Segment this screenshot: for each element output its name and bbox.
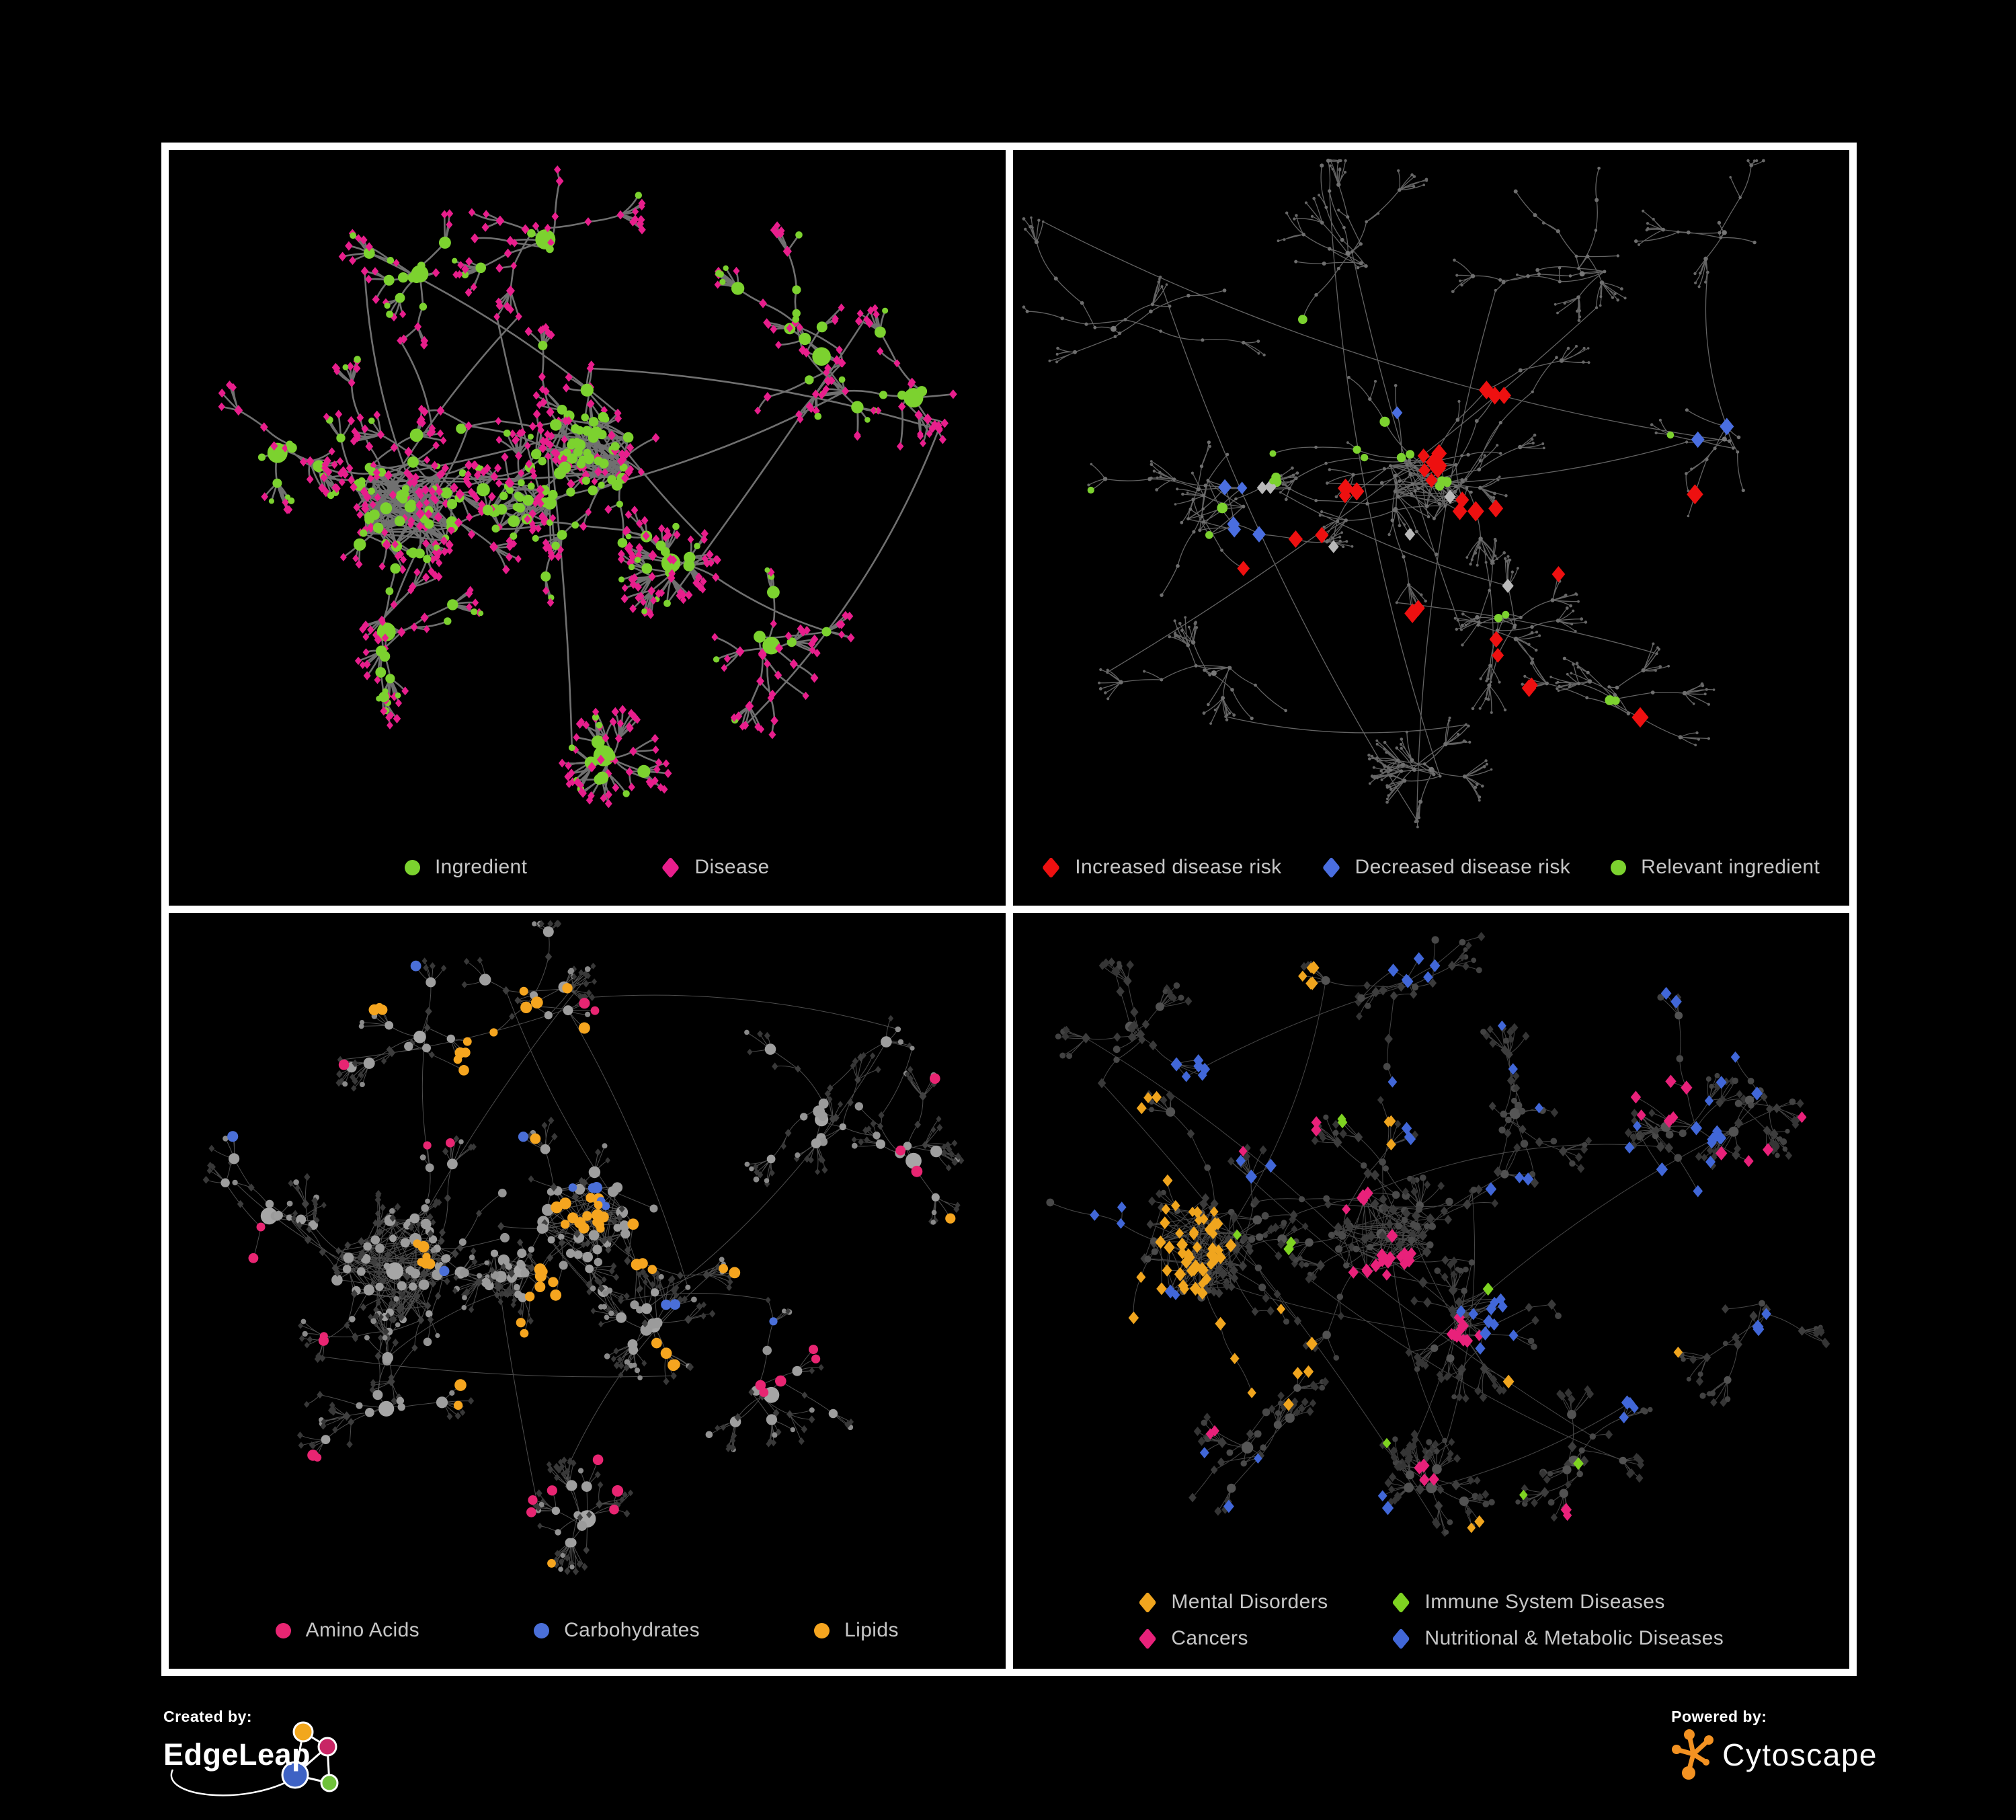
legend-label: Ingredient [434, 856, 528, 878]
disease-risk-network-canvas [1013, 150, 1850, 906]
amino-acids-marker-icon [275, 1622, 291, 1638]
macronutrients-legend: Amino Acids Carbohydrates Lipids [169, 1619, 1006, 1642]
legend-item: Relevant ingredient [1611, 856, 1820, 879]
created-by-label: Created by: [163, 1708, 253, 1725]
edgeleap-node-blue [281, 1761, 309, 1789]
panel-disease-risk: Increased disease risk Decreased disease… [1012, 150, 1850, 906]
legend-label: Mental Disorders [1171, 1591, 1328, 1613]
nutritional-metabolic-diseases-marker-icon [1392, 1627, 1410, 1650]
cancers-marker-icon [1138, 1627, 1157, 1650]
legend-label: Immune System Diseases [1424, 1591, 1665, 1613]
cytoscape-logo-nodes [1672, 1729, 1714, 1780]
legend-item: Amino Acids [275, 1619, 420, 1642]
legend-item: Cancers [1138, 1627, 1328, 1650]
edgeleap-node-magenta [317, 1737, 337, 1757]
legend-label: Lipids [844, 1619, 899, 1641]
legend-item: Ingredient [404, 856, 528, 879]
panel-disease-categories: Mental Disorders Immune System Diseases … [1012, 913, 1850, 1669]
decreased-risk-marker-icon [1322, 856, 1340, 879]
disease-risk-legend: Increased disease risk Decreased disease… [1013, 856, 1850, 879]
lipids-marker-icon [814, 1622, 830, 1638]
legend-label: Carbohydrates [564, 1619, 700, 1641]
legend-item: Lipids [814, 1619, 899, 1642]
legend-label: Amino Acids [305, 1619, 420, 1641]
ingredient-disease-network-canvas [169, 150, 1006, 906]
legend-item: Decreased disease risk [1322, 856, 1571, 879]
legend-label: Increased disease risk [1075, 856, 1282, 878]
disease-marker-icon [661, 856, 680, 879]
panel-ingredient-disease: Ingredient Disease [169, 150, 1006, 906]
legend-label: Decreased disease risk [1355, 856, 1571, 878]
ingredient-disease-legend: Ingredient Disease [169, 856, 1006, 879]
legend-label: Disease [694, 856, 770, 878]
ingredient-marker-icon [404, 859, 420, 875]
edgeleap-logo-icon [170, 1721, 339, 1796]
cytoscape-credit: Powered by: Cytoscape [1671, 1708, 1878, 1781]
legend-label: Relevant ingredient [1641, 856, 1820, 878]
carbohydrates-marker-icon [534, 1622, 550, 1638]
cytoscape-brand: Cytoscape [1722, 1737, 1878, 1772]
edgeleap-node-green [320, 1774, 339, 1792]
cytoscape-logo-icon [1672, 1729, 1714, 1780]
panel-grid: Ingredient Disease Increased disease ris… [161, 143, 1857, 1676]
disease-categories-network-canvas [1013, 913, 1850, 1669]
legend-label: Cancers [1171, 1627, 1248, 1649]
legend-item: Nutritional & Metabolic Diseases [1392, 1627, 1724, 1650]
macronutrients-network-canvas [169, 913, 1006, 1669]
immune-system-diseases-marker-icon [1392, 1591, 1410, 1614]
edgeleap-node-orange [292, 1721, 314, 1743]
edgeleap-swoosh [170, 1769, 296, 1796]
edgeleap-credit: Created by: EdgeLeap [163, 1708, 452, 1819]
powered-by-label: Powered by: [1671, 1708, 1767, 1725]
increased-risk-marker-icon [1042, 856, 1061, 879]
legend-label: Nutritional & Metabolic Diseases [1424, 1627, 1724, 1649]
legend-item: Mental Disorders [1138, 1591, 1328, 1614]
legend-item: Immune System Diseases [1392, 1591, 1724, 1614]
relevant-ingredient-marker-icon [1611, 859, 1627, 875]
legend-item: Increased disease risk [1042, 856, 1281, 879]
edgeleap-brand: EdgeLeap [163, 1737, 311, 1772]
disease-categories-legend: Mental Disorders Immune System Diseases … [1138, 1591, 1724, 1650]
legend-item: Carbohydrates [534, 1619, 700, 1642]
panel-macronutrients: Amino Acids Carbohydrates Lipids [169, 913, 1006, 1669]
legend-item: Disease [661, 856, 769, 879]
mental-disorders-marker-icon [1138, 1591, 1157, 1614]
